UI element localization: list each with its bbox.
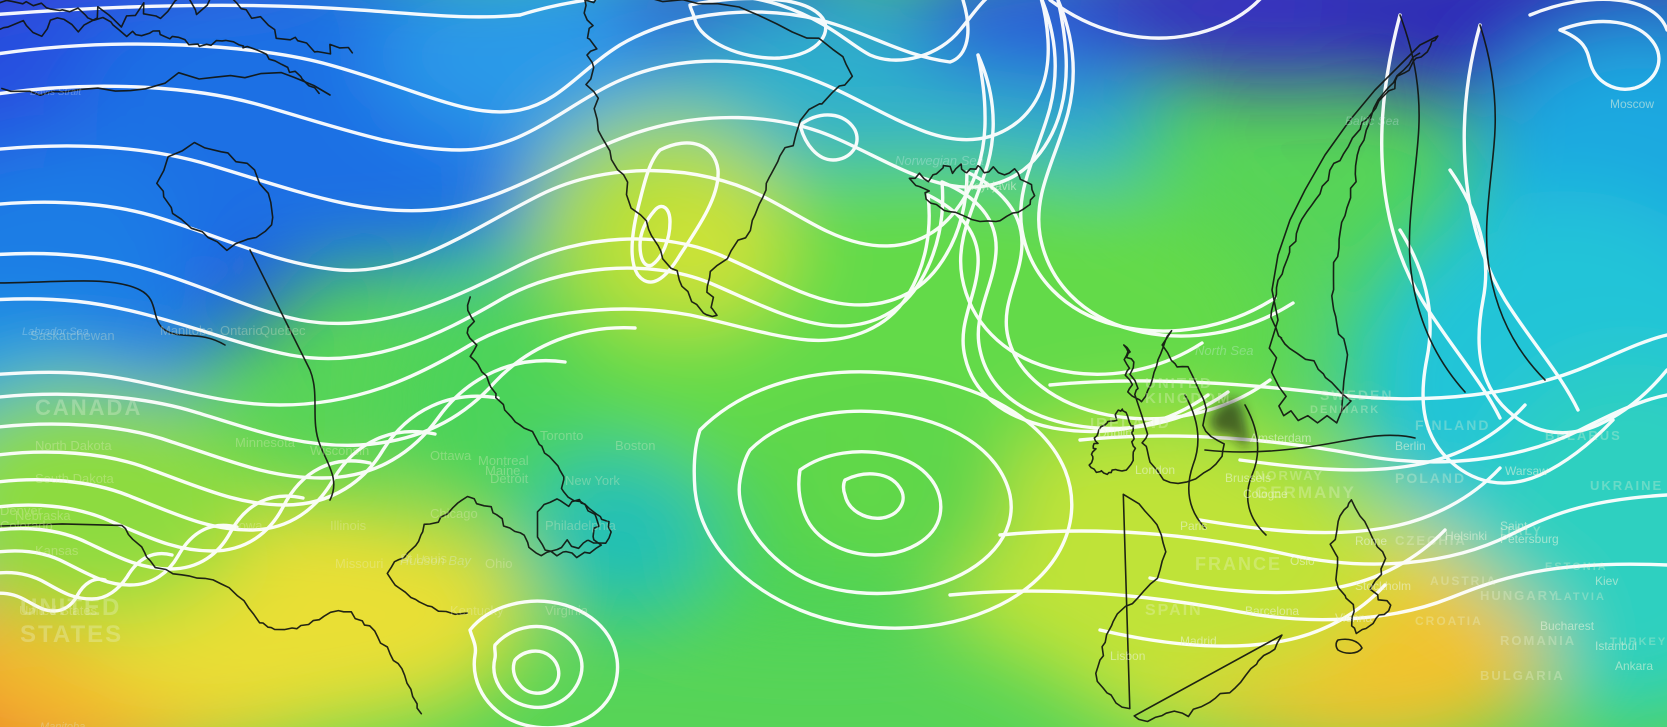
svg-text:AUSTRIA: AUSTRIA [1430, 574, 1497, 588]
svg-text:Cologne: Cologne [1243, 487, 1288, 501]
svg-text:Istanbul: Istanbul [1595, 639, 1637, 653]
svg-text:Reykjavik: Reykjavik [965, 179, 1017, 193]
svg-text:Toronto: Toronto [540, 428, 583, 443]
svg-text:Denver: Denver [0, 503, 43, 518]
svg-text:Rome: Rome [1355, 534, 1387, 548]
svg-text:Kentucky: Kentucky [450, 603, 504, 618]
svg-text:South Dakota: South Dakota [35, 471, 115, 486]
svg-text:SPAIN: SPAIN [1145, 602, 1203, 619]
svg-text:Lisbon: Lisbon [1110, 649, 1145, 663]
svg-text:Chicago: Chicago [430, 506, 478, 521]
svg-text:LATVIA: LATVIA [1555, 591, 1606, 603]
svg-text:Virginia: Virginia [545, 603, 589, 618]
svg-text:North Sea: North Sea [1195, 343, 1254, 358]
svg-text:Moscow: Moscow [1610, 97, 1654, 111]
svg-text:Bucharest: Bucharest [1540, 619, 1595, 633]
svg-text:CANADA: CANADA [35, 395, 142, 420]
svg-text:Ankara: Ankara [1615, 659, 1653, 673]
svg-text:Saskatchewan: Saskatchewan [30, 328, 115, 343]
svg-text:Oslo: Oslo [1290, 554, 1315, 568]
svg-text:Paris: Paris [1180, 519, 1207, 533]
svg-text:BELARUS: BELARUS [1545, 428, 1622, 443]
svg-text:Kiev: Kiev [1595, 574, 1618, 588]
svg-text:SWEDEN: SWEDEN [1320, 387, 1393, 403]
svg-text:FRANCE: FRANCE [1195, 554, 1282, 574]
svg-text:Saint: Saint [1500, 519, 1528, 533]
svg-text:Ontario: Ontario [220, 323, 263, 338]
svg-text:ROMANIA: ROMANIA [1500, 633, 1576, 648]
svg-text:Philadelphia: Philadelphia [545, 518, 617, 533]
svg-text:Illinois: Illinois [330, 518, 367, 533]
svg-text:Minnesota: Minnesota [235, 435, 296, 450]
svg-text:Vienna: Vienna [1335, 611, 1372, 625]
svg-text:Manitoba: Manitoba [160, 323, 214, 338]
svg-text:Amsterdam: Amsterdam [1250, 431, 1311, 445]
svg-text:Kansas: Kansas [35, 543, 79, 558]
svg-text:DENMARK: DENMARK [1310, 404, 1380, 416]
svg-text:Missouri: Missouri [335, 556, 384, 571]
svg-text:Brussels: Brussels [1225, 471, 1271, 485]
svg-text:Quebec: Quebec [260, 323, 306, 338]
svg-text:Petersburg: Petersburg [1500, 532, 1559, 546]
svg-text:Iowa: Iowa [235, 518, 263, 533]
svg-text:STATES: STATES [20, 621, 123, 648]
svg-text:London: London [1135, 463, 1175, 477]
svg-text:KINGDOM: KINGDOM [1145, 390, 1232, 407]
svg-text:Maine: Maine [485, 463, 520, 478]
svg-text:Manitoba: Manitoba [40, 721, 85, 727]
svg-text:Wisconsin: Wisconsin [310, 443, 369, 458]
svg-text:Stockholm: Stockholm [1355, 579, 1411, 593]
svg-text:Ottawa: Ottawa [430, 448, 472, 463]
svg-text:New York: New York [565, 473, 620, 488]
svg-text:FINLAND: FINLAND [1415, 417, 1490, 433]
svg-text:Warsaw: Warsaw [1505, 464, 1548, 478]
svg-text:United States: United States [19, 603, 98, 618]
svg-text:Baltic Sea: Baltic Sea [1345, 114, 1399, 128]
svg-text:Boston: Boston [615, 438, 655, 453]
svg-text:CROATIA: CROATIA [1415, 614, 1483, 628]
svg-text:BULGARIA: BULGARIA [1480, 668, 1565, 683]
svg-text:ESTONIA: ESTONIA [1545, 561, 1608, 573]
svg-text:Norwegian Sea: Norwegian Sea [895, 153, 984, 168]
svg-text:Colorado: Colorado [0, 518, 53, 533]
svg-text:Helsinki: Helsinki [1445, 529, 1487, 543]
svg-text:Madrid: Madrid [1180, 634, 1217, 648]
svg-text:Davis Strait: Davis Strait [30, 87, 82, 98]
svg-text:HUNGARY: HUNGARY [1480, 588, 1559, 603]
svg-text:Ohio: Ohio [485, 556, 512, 571]
svg-text:POLAND: POLAND [1395, 470, 1466, 486]
svg-text:UKRAINE: UKRAINE [1590, 478, 1663, 493]
svg-text:Berlin: Berlin [1395, 439, 1426, 453]
svg-text:Barcelona: Barcelona [1245, 604, 1299, 618]
svg-text:St Louis: St Louis [400, 551, 447, 566]
svg-text:North Dakota: North Dakota [35, 438, 112, 453]
svg-text:Dublin: Dublin [1098, 426, 1132, 440]
